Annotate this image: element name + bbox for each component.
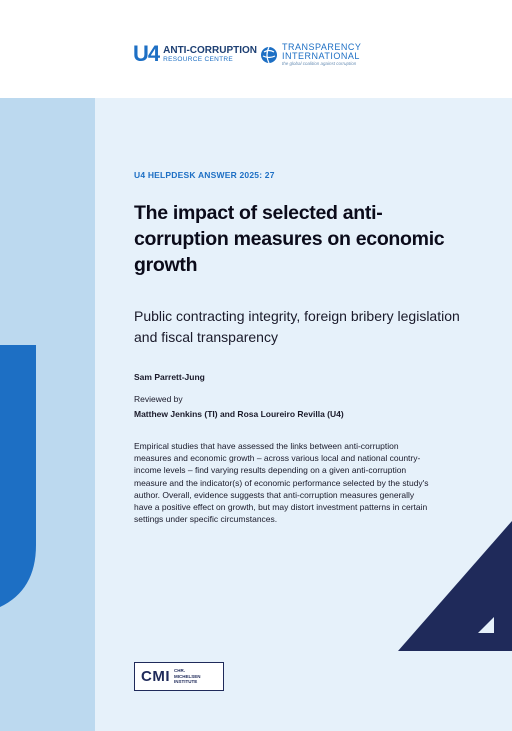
cmi-logo: CMI CHR. MICHELSEN INSTITUTE xyxy=(134,662,224,691)
reviewers-names: Matthew Jenkins (TI) and Rosa Loureiro R… xyxy=(134,409,344,419)
transparency-international-logo: TRANSPARENCY INTERNATIONAL the global co… xyxy=(260,43,361,67)
globe-icon xyxy=(261,46,277,64)
ti-logo-tagline: the global coalition against corruption xyxy=(282,61,357,66)
reviewed-by-label: Reviewed by xyxy=(134,394,183,404)
document-subtitle: Public contracting integrity, foreign br… xyxy=(134,308,460,345)
series-label: U4 HELPDESK ANSWER 2025: 27 xyxy=(134,170,275,180)
cmi-logo-line1: CHR. xyxy=(174,668,185,674)
u4-triangle-graphic xyxy=(398,521,512,651)
u4-logo-title: ANTI-CORRUPTION xyxy=(163,44,258,56)
cmi-logo-line3: INSTITUTE xyxy=(174,679,198,685)
left-band-top-white xyxy=(0,0,95,98)
u4-logo: U4 ANTI-CORRUPTION RESOURCE CENTRE xyxy=(133,43,257,65)
cmi-logo-line2: MICHELSEN xyxy=(174,673,201,679)
u4-u-graphic xyxy=(0,345,36,607)
u4-logo-mark: U4 xyxy=(133,41,160,66)
author-name: Sam Parrett-Jung xyxy=(134,372,205,382)
document-title: The impact of selected anti-corruption m… xyxy=(134,202,445,276)
ti-logo-title-line2: INTERNATIONAL xyxy=(282,51,360,61)
ti-logo-title-line1: TRANSPARENCY xyxy=(282,42,362,52)
abstract-text: Empirical studies that have assessed the… xyxy=(134,441,429,525)
cmi-logo-mark: CMI xyxy=(141,668,170,685)
u4-logo-subtitle: RESOURCE CENTRE xyxy=(163,55,233,63)
